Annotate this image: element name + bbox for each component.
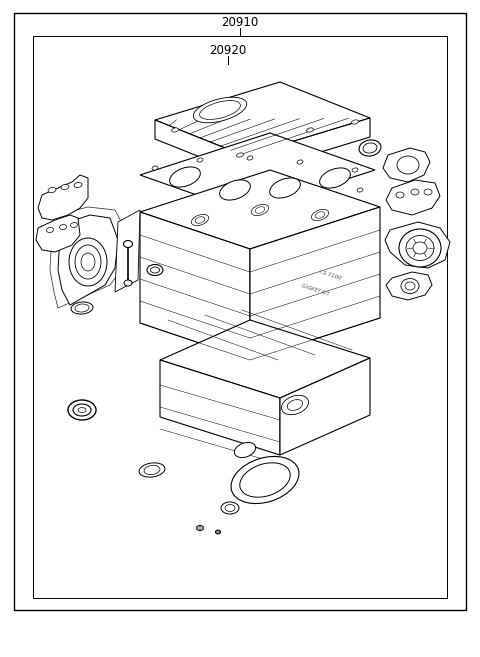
Ellipse shape <box>357 188 363 192</box>
Text: GASKET KIT: GASKET KIT <box>300 283 329 297</box>
Ellipse shape <box>195 217 205 223</box>
Ellipse shape <box>237 153 243 157</box>
Polygon shape <box>383 148 430 182</box>
Ellipse shape <box>234 442 256 457</box>
Ellipse shape <box>61 185 69 190</box>
Ellipse shape <box>144 465 160 474</box>
Ellipse shape <box>307 128 313 132</box>
Text: 20910: 20910 <box>221 16 259 28</box>
Ellipse shape <box>297 160 303 164</box>
Ellipse shape <box>405 282 415 290</box>
Ellipse shape <box>71 302 93 314</box>
Ellipse shape <box>315 212 325 218</box>
Polygon shape <box>38 175 88 220</box>
Bar <box>33 36 447 598</box>
Ellipse shape <box>152 166 158 170</box>
Ellipse shape <box>71 223 77 227</box>
Ellipse shape <box>221 502 239 514</box>
Ellipse shape <box>47 227 53 233</box>
Ellipse shape <box>352 168 358 172</box>
Polygon shape <box>386 272 432 300</box>
Ellipse shape <box>169 167 200 187</box>
Ellipse shape <box>399 229 441 267</box>
Text: 20920: 20920 <box>209 43 247 57</box>
Ellipse shape <box>69 238 107 286</box>
Ellipse shape <box>139 463 165 477</box>
Ellipse shape <box>151 267 159 273</box>
Ellipse shape <box>247 156 253 160</box>
Ellipse shape <box>288 399 303 411</box>
Polygon shape <box>160 320 370 398</box>
Ellipse shape <box>48 187 56 193</box>
Ellipse shape <box>312 210 329 221</box>
Polygon shape <box>245 118 370 175</box>
Text: I.S 7100: I.S 7100 <box>318 269 342 281</box>
Polygon shape <box>280 358 370 455</box>
Ellipse shape <box>216 530 220 534</box>
Polygon shape <box>140 212 250 360</box>
Ellipse shape <box>240 463 290 497</box>
Ellipse shape <box>424 189 432 195</box>
Polygon shape <box>50 207 128 308</box>
Ellipse shape <box>220 180 251 200</box>
Ellipse shape <box>196 526 204 530</box>
Ellipse shape <box>252 204 269 215</box>
Ellipse shape <box>81 253 95 271</box>
Ellipse shape <box>396 192 404 198</box>
Ellipse shape <box>270 178 300 198</box>
Ellipse shape <box>192 214 209 225</box>
Ellipse shape <box>320 168 350 188</box>
Ellipse shape <box>406 235 434 260</box>
Polygon shape <box>36 215 80 252</box>
Ellipse shape <box>147 265 163 275</box>
Polygon shape <box>140 133 375 212</box>
Ellipse shape <box>225 505 235 512</box>
Ellipse shape <box>73 404 91 416</box>
Polygon shape <box>140 170 380 249</box>
Ellipse shape <box>124 280 132 286</box>
Ellipse shape <box>68 400 96 420</box>
Ellipse shape <box>363 143 377 153</box>
Ellipse shape <box>200 101 240 120</box>
Ellipse shape <box>193 97 247 123</box>
Ellipse shape <box>413 242 427 254</box>
Polygon shape <box>386 180 440 215</box>
Ellipse shape <box>231 457 299 503</box>
Ellipse shape <box>78 407 86 413</box>
Polygon shape <box>58 215 118 305</box>
Ellipse shape <box>60 225 66 229</box>
Polygon shape <box>250 207 380 360</box>
Ellipse shape <box>75 304 89 312</box>
Ellipse shape <box>359 140 381 156</box>
Ellipse shape <box>123 240 132 248</box>
Polygon shape <box>115 210 140 292</box>
Ellipse shape <box>171 128 179 132</box>
Ellipse shape <box>351 120 359 124</box>
Ellipse shape <box>411 189 419 195</box>
Polygon shape <box>385 222 450 268</box>
Ellipse shape <box>255 207 265 214</box>
Ellipse shape <box>281 396 309 415</box>
Polygon shape <box>155 82 370 156</box>
Ellipse shape <box>197 158 203 162</box>
Ellipse shape <box>75 245 101 279</box>
Ellipse shape <box>397 156 419 174</box>
Polygon shape <box>160 360 280 455</box>
Polygon shape <box>155 120 245 175</box>
Ellipse shape <box>74 183 82 187</box>
Ellipse shape <box>401 279 419 294</box>
